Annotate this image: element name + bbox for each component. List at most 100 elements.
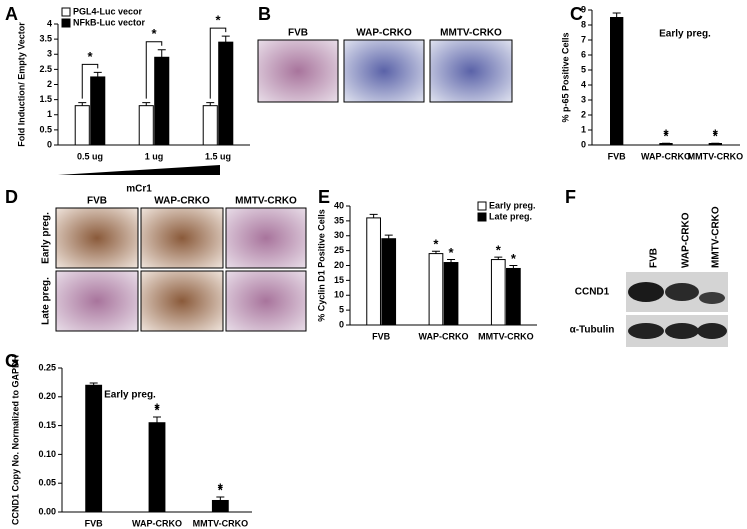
- x-tick-label: 1.5 ug: [205, 151, 231, 161]
- y-tick-label: 0.5: [39, 124, 52, 134]
- significance-star: *: [496, 243, 502, 258]
- x-tick-label: WAP-CRKO: [419, 331, 469, 341]
- legend-label: Early preg.: [489, 200, 536, 210]
- x-tick-label: MMTV-CRKO: [478, 331, 534, 341]
- significance-bracket: [145, 41, 163, 99]
- legend-label: PGL4-Luc vecor: [73, 6, 143, 16]
- error-bar: [206, 102, 215, 106]
- micrograph: [140, 207, 224, 269]
- panel-label: C: [570, 4, 583, 24]
- significance-bracket: [209, 27, 227, 99]
- x-tick-label: FVB: [608, 151, 627, 161]
- dose-wedge: [58, 165, 220, 175]
- legend-swatch: [477, 201, 487, 211]
- bar: [506, 267, 521, 326]
- x-tick-label: 1 ug: [145, 151, 164, 161]
- x-tick-label: MMTV-CRKO: [193, 518, 249, 528]
- y-tick-label: 2.5: [39, 64, 52, 74]
- x-tick-label: FVB: [85, 518, 104, 528]
- image-column-label: WAP-CRKO: [154, 196, 210, 207]
- bar: [610, 17, 624, 146]
- bar: [381, 238, 397, 326]
- legend-label: Late preg.: [489, 211, 532, 221]
- x-tick-label: FVB: [372, 331, 391, 341]
- y-tick-label: 2: [47, 79, 52, 89]
- error-bar: [216, 496, 225, 501]
- legend-swatch: [61, 18, 71, 28]
- x-tick-label: WAP-CRKO: [641, 151, 691, 161]
- panel-label: B: [258, 4, 271, 24]
- panel-label: A: [5, 4, 18, 24]
- micrograph: [429, 39, 513, 103]
- image-row-label: Late preg.: [41, 277, 52, 325]
- x-tick-label: MMTV-CRKO: [688, 151, 744, 161]
- y-tick-label: 0: [339, 319, 344, 329]
- y-tick-label: 20: [334, 260, 344, 270]
- annotation: Early preg.: [659, 29, 711, 40]
- error-bar: [431, 250, 440, 254]
- image-column-label: WAP-CRKO: [356, 28, 412, 39]
- image-row-label: α-Tubulin: [570, 325, 615, 336]
- bar: [202, 105, 218, 146]
- bar: [138, 105, 154, 146]
- y-tick-label: 0: [47, 139, 52, 149]
- y-tick-label: 9: [581, 4, 586, 14]
- blot-band: [628, 323, 664, 339]
- micrograph: [55, 207, 139, 269]
- y-tick-label: 3: [581, 94, 586, 104]
- y-tick-label: 15: [334, 275, 344, 285]
- bar: [90, 76, 106, 146]
- y-axis-label: % p-65 Positive Cells: [560, 32, 570, 122]
- bar: [218, 41, 234, 146]
- y-tick-label: 25: [334, 245, 344, 255]
- significance-star: *: [663, 127, 669, 142]
- panel-label: D: [5, 187, 18, 207]
- x-axis-label: mCr1: [126, 184, 152, 195]
- error-bar: [221, 35, 230, 43]
- bar: [154, 56, 170, 146]
- y-tick-label: 0: [581, 139, 586, 149]
- bar: [443, 262, 459, 326]
- image-column-label: FVB: [649, 248, 660, 268]
- significance-star: *: [151, 26, 157, 41]
- bar: [428, 253, 444, 326]
- y-tick-label: 4: [47, 18, 52, 28]
- bar: [708, 143, 723, 146]
- error-bar: [612, 12, 621, 18]
- micrograph: [257, 39, 339, 103]
- image-column-label: MMTV-CRKO: [440, 28, 502, 39]
- error-bar: [89, 382, 98, 386]
- y-axis-label: % Cyclin D1 Positive Cells: [316, 209, 326, 322]
- error-bar: [509, 265, 518, 269]
- error-bar: [142, 102, 151, 106]
- image-row-label: Early preg.: [41, 212, 52, 264]
- y-tick-label: 0.25: [38, 362, 56, 372]
- y-tick-label: 1.5: [39, 94, 52, 104]
- y-tick-label: 0.05: [38, 478, 56, 488]
- legend-swatch: [477, 212, 487, 222]
- blot-band: [665, 283, 699, 301]
- y-tick-label: 1: [581, 124, 586, 134]
- blot-band: [628, 282, 664, 302]
- bar: [211, 499, 229, 513]
- panel-label: F: [565, 187, 576, 207]
- significance-bracket: [81, 63, 99, 99]
- significance-star: *: [433, 237, 439, 252]
- y-tick-label: 6: [581, 49, 586, 59]
- legend-label: NFkB-Luc vector: [73, 17, 146, 27]
- micrograph: [225, 207, 307, 269]
- image-column-label: MMTV-CRKO: [235, 196, 297, 207]
- error-bar: [494, 256, 503, 260]
- error-bar: [369, 213, 378, 218]
- error-bar: [384, 234, 393, 239]
- micrograph: [55, 270, 139, 332]
- bar: [659, 143, 673, 146]
- y-tick-label: 10: [334, 290, 344, 300]
- panel-label: E: [318, 187, 330, 207]
- significance-star: *: [449, 245, 455, 260]
- significance-star: *: [154, 400, 160, 415]
- x-tick-label: WAP-CRKO: [132, 518, 182, 528]
- y-tick-label: 30: [334, 230, 344, 240]
- image-column-label: FVB: [288, 28, 308, 39]
